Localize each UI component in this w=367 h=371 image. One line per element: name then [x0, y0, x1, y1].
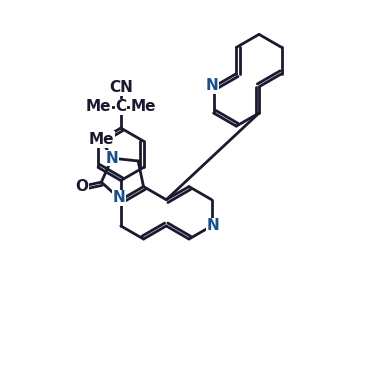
Text: O: O — [76, 178, 88, 194]
Text: N: N — [113, 190, 126, 206]
Text: N: N — [206, 78, 218, 93]
Text: CN: CN — [109, 81, 133, 95]
Text: C: C — [115, 99, 126, 114]
Text: N: N — [207, 219, 220, 233]
Text: N: N — [106, 151, 119, 166]
Text: Me: Me — [131, 99, 156, 114]
Text: Me: Me — [86, 99, 111, 114]
Text: Me: Me — [88, 132, 114, 147]
